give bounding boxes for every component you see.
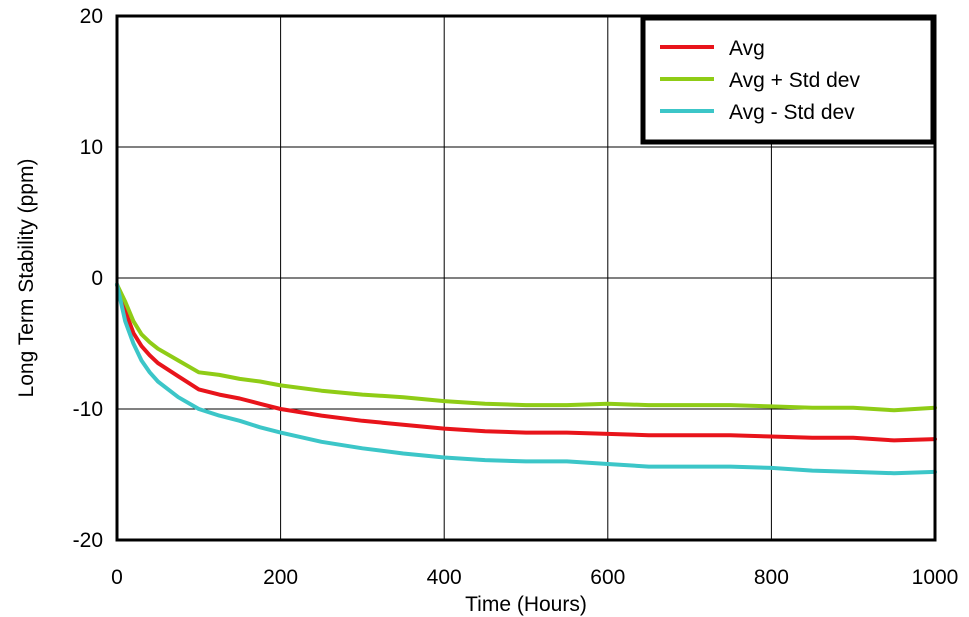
legend-label: Avg + Std dev	[729, 69, 860, 92]
x-tick-label: 800	[754, 566, 789, 589]
y-tick-label: 0	[91, 267, 103, 290]
x-tick-label: 0	[111, 566, 123, 589]
y-tick-labels: 20 10 0 -10 -20	[73, 5, 103, 552]
x-axis-label: Time (Hours)	[465, 593, 587, 616]
y-tick-label: -20	[73, 529, 103, 552]
x-tick-label: 200	[263, 566, 298, 589]
y-tick-label: -10	[73, 398, 103, 421]
series-lines	[115, 282, 937, 476]
legend: Avg Avg + Std dev Avg - Std dev	[640, 15, 936, 145]
series-line-3	[115, 282, 937, 476]
series-line-2	[115, 282, 937, 413]
legend-label: Avg	[729, 37, 765, 60]
series-line-1	[115, 282, 937, 443]
x-tick-label: 600	[590, 566, 625, 589]
y-tick-label: 20	[80, 5, 103, 28]
x-tick-label: 1000	[912, 566, 959, 589]
x-tick-labels: 0 200 400 600 800 1000	[111, 566, 958, 589]
x-tick-label: 400	[427, 566, 462, 589]
y-axis-label: Long Term Stability (ppm)	[15, 159, 38, 398]
plot-frame	[115, 14, 937, 542]
y-tick-label: 10	[80, 136, 103, 159]
legend-label: Avg - Std dev	[729, 101, 855, 124]
